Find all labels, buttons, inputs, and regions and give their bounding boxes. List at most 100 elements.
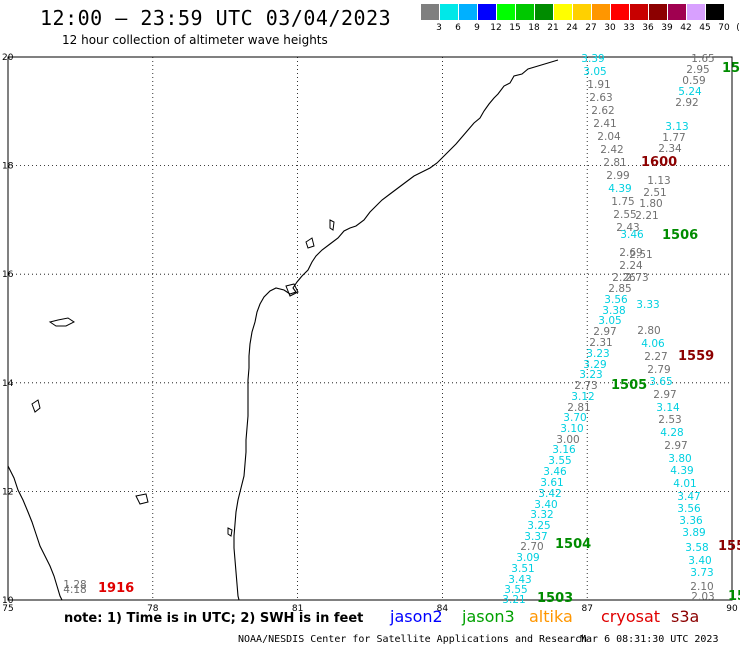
scale-swatch — [687, 4, 705, 20]
scale-swatch — [592, 4, 610, 20]
wave-height-value: 3.51 — [511, 563, 534, 575]
wave-height-value: 2.42 — [600, 144, 623, 156]
wave-height-value: 3.37 — [524, 531, 547, 543]
satellite-s3a: s3a — [671, 607, 700, 626]
wave-height-value: 2.43 — [616, 222, 639, 234]
map-frame — [7, 56, 733, 601]
wave-height-value: 3.05 — [598, 315, 621, 327]
wave-height-value: 3.10 — [560, 423, 583, 435]
scale-label: 30 — [604, 23, 616, 33]
scale-swatch — [535, 4, 553, 20]
island-shape — [135, 493, 149, 505]
pass-time-label: 1503 — [537, 591, 573, 606]
lon-tick-label: 87 — [581, 604, 592, 614]
wave-height-value: 1.13 — [647, 175, 670, 187]
wave-height-value: 3.36 — [679, 515, 703, 527]
scale-swatch — [459, 4, 477, 20]
wave-height-value: 2.62 — [591, 105, 614, 117]
wave-height-value: 3.56 — [604, 294, 628, 306]
scale-swatch — [440, 4, 458, 20]
wave-height-value: 3.29 — [583, 359, 606, 371]
wave-height-value: 2.92 — [675, 97, 698, 109]
scale-label: 15 — [509, 23, 521, 33]
wave-height-value: 2.79 — [647, 364, 670, 376]
wave-height-value: 2.27 — [644, 351, 667, 363]
wave-height-value: 1.75 — [611, 196, 634, 208]
wave-height-value: 2.81 — [567, 402, 590, 414]
map-grid — [7, 56, 733, 601]
wave-height-value: 2.70 — [520, 541, 543, 553]
lon-tick-label: 84 — [437, 604, 449, 614]
wave-height-value: 2.34 — [658, 143, 682, 155]
altimeter-track-values: 3.393.051.912.632.622.412.042.422.812.99… — [63, 53, 714, 606]
wave-height-value: 4.28 — [660, 427, 683, 439]
pass-time-label: 1506 — [662, 228, 698, 243]
wave-height-value: 2.85 — [608, 283, 631, 295]
wave-height-value: 3.46 — [543, 466, 567, 478]
wave-height-value: 2.26 — [612, 272, 636, 284]
wave-height-value: 4.06 — [641, 338, 665, 350]
wave-height-value: 4.18 — [63, 584, 86, 596]
wave-height-value: 3.23 — [586, 348, 609, 360]
island-shape — [285, 283, 299, 297]
pass-time-label: 15 — [728, 589, 740, 604]
coastline-sri-lanka — [7, 465, 63, 601]
wave-height-value: 2.80 — [637, 325, 660, 337]
coastline — [7, 59, 559, 601]
wave-height-value: 3.00 — [556, 434, 579, 446]
wave-height-value: 2.99 — [606, 170, 629, 182]
wave-height-value: 2.63 — [589, 92, 612, 104]
footer-timestamp: Mar 6 08:31:30 UTC 2023 — [580, 634, 719, 645]
wave-height-value: 2.69 — [619, 247, 642, 259]
wave-height-value: 3.56 — [677, 503, 701, 515]
wave-height-value: 2.51 — [643, 187, 666, 199]
scale-label: 70 — [718, 23, 730, 33]
wave-height-value: 2.97 — [664, 440, 687, 452]
wave-height-value: 1.80 — [639, 198, 662, 210]
wave-height-value: 2.53 — [658, 414, 681, 426]
scale-label: 12 — [490, 23, 502, 33]
lat-tick-label: 10 — [2, 596, 14, 606]
island-shape — [329, 219, 335, 231]
satellite-cryosat: cryosat — [601, 607, 661, 626]
scale-swatch — [478, 4, 496, 20]
scale-swatch — [421, 4, 439, 20]
wave-height-value: 3.09 — [516, 552, 539, 564]
island-shape — [227, 527, 233, 537]
wave-height-value: 3.39 — [581, 53, 604, 65]
pass-time-labels: 1916 1600 1506 1559 1505 1504 1503 150 155 15 — [98, 61, 740, 606]
scale-swatch — [611, 4, 629, 20]
wave-height-value: 3.47 — [677, 491, 700, 503]
axis-tick-labels: 75 78 81 84 87 90 20 18 16 14 12 10 — [2, 53, 738, 614]
scale-label: 9 — [474, 23, 480, 33]
scale-label: 24 — [566, 23, 578, 33]
island-shape — [48, 317, 75, 327]
scale-label: 21 — [547, 23, 559, 33]
scale-swatch — [668, 4, 686, 20]
footer-credit: NOAA/NESDIS Center for Satellite Applica… — [238, 634, 588, 645]
wave-height-value: 1.28 — [63, 579, 86, 591]
scale-swatch — [497, 4, 515, 20]
scale-swatch — [554, 4, 572, 20]
lon-tick-label: 78 — [147, 604, 159, 614]
scale-label: 6 — [455, 23, 461, 33]
wave-height-value: 3.40 — [688, 555, 711, 567]
lat-tick-label: 16 — [2, 270, 14, 280]
wave-height-value: 2.81 — [603, 157, 626, 169]
wave-height-value: 1.77 — [662, 132, 685, 144]
scale-swatch — [706, 4, 724, 20]
footer-note: note: 1) Time is in UTC; 2) SWH is in fe… — [64, 611, 364, 626]
wave-height-value: 3.65 — [649, 376, 672, 388]
wave-height-value: 5.24 — [678, 86, 702, 98]
wave-height-value: 2.04 — [597, 131, 621, 143]
lat-tick-label: 12 — [2, 487, 13, 497]
island-shape — [305, 237, 315, 249]
map-title: 12:00 — 23:59 UTC 03/04/2023 — [40, 6, 392, 30]
wave-height-value: 1.65 — [691, 53, 714, 65]
scale-label: 36 — [642, 23, 654, 33]
wave-height-value: 3.46 — [620, 229, 644, 241]
wave-height-value: 3.23 — [579, 369, 602, 381]
wave-height-value: 3.33 — [636, 299, 659, 311]
wave-height-value: 2.55 — [613, 209, 636, 221]
coastline-mainland — [233, 59, 559, 601]
